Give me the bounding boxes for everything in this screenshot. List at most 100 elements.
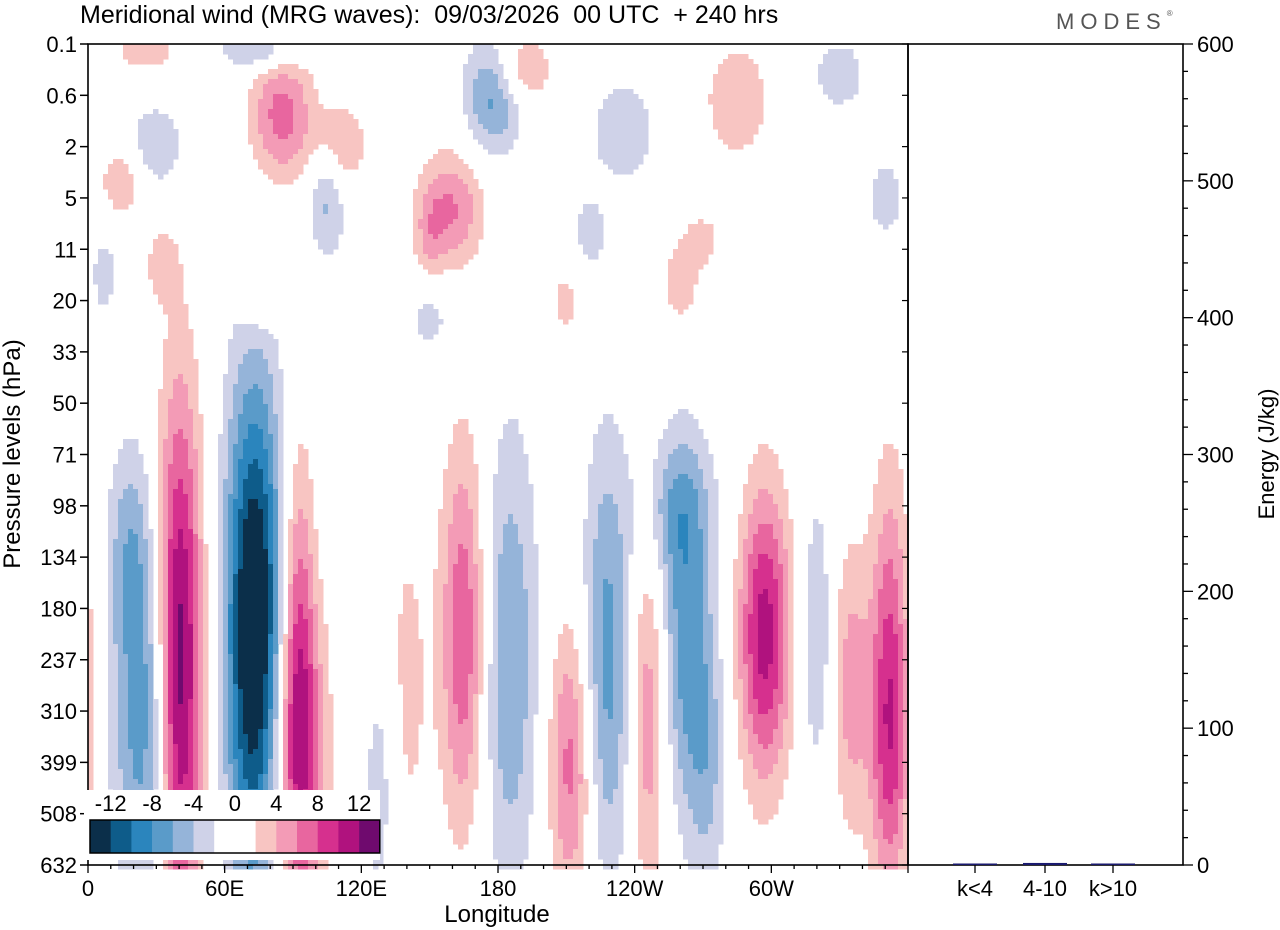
heatmap-cell xyxy=(313,579,319,585)
heatmap-cell xyxy=(98,254,104,260)
heatmap-cell xyxy=(438,259,444,265)
heatmap-cell xyxy=(713,564,719,570)
heatmap-cell xyxy=(708,549,714,555)
heatmap-cell xyxy=(233,339,239,345)
heatmap-cell xyxy=(323,244,329,250)
heatmap-cell xyxy=(233,534,239,540)
heatmap-cell xyxy=(443,164,449,170)
heatmap-cell xyxy=(248,394,254,400)
heatmap-cell xyxy=(303,104,309,110)
heatmap-cell xyxy=(133,524,139,530)
heatmap-cell xyxy=(698,519,704,525)
heatmap-cell xyxy=(493,574,499,580)
heatmap-cell xyxy=(243,529,249,535)
heatmap-cell xyxy=(183,534,189,540)
heatmap-cell xyxy=(198,509,204,515)
heatmap-cell xyxy=(448,189,454,195)
heatmap-cell xyxy=(443,209,449,215)
heatmap-cell xyxy=(533,64,539,70)
heatmap-cell xyxy=(838,79,844,85)
heatmap-cell xyxy=(528,484,534,490)
heatmap-cell xyxy=(498,469,504,475)
heatmap-cell xyxy=(228,554,234,560)
heatmap-cell xyxy=(293,119,299,125)
heatmap-cell xyxy=(193,554,199,560)
heatmap-cell xyxy=(478,579,484,585)
heatmap-cell xyxy=(138,44,144,50)
heatmap-cell xyxy=(478,209,484,215)
heatmap-cell xyxy=(683,549,689,555)
heatmap-cell xyxy=(628,104,634,110)
heatmap-cell xyxy=(883,524,889,530)
heatmap-cell xyxy=(673,274,679,280)
heatmap-cell xyxy=(873,539,879,545)
heatmap-cell xyxy=(188,449,194,455)
heatmap-cell xyxy=(713,89,719,95)
heatmap-cell xyxy=(163,139,169,145)
heatmap-cell xyxy=(713,554,719,560)
heatmap-cell xyxy=(328,199,334,205)
heatmap-cell xyxy=(598,449,604,455)
heatmap-cell xyxy=(438,524,444,530)
heatmap-cell xyxy=(143,139,149,145)
heatmap-cell xyxy=(493,579,499,585)
heatmap-cell xyxy=(518,54,524,60)
heatmap-cell xyxy=(163,124,169,130)
heatmap-cell xyxy=(173,289,179,295)
heatmap-cell xyxy=(608,149,614,155)
heatmap-cell xyxy=(453,509,459,515)
heatmap-cell xyxy=(168,299,174,305)
heatmap-cell xyxy=(593,434,599,440)
heatmap-cell xyxy=(123,534,129,540)
heatmap-cell xyxy=(193,379,199,385)
heatmap-cell xyxy=(498,94,504,100)
heatmap-cell xyxy=(883,504,889,510)
heatmap-cell xyxy=(243,49,249,55)
heatmap-cell xyxy=(503,124,509,130)
heatmap-cell xyxy=(613,119,619,125)
heatmap-cell xyxy=(848,49,854,55)
heatmap-cell xyxy=(708,99,714,105)
heatmap-cell xyxy=(883,169,889,175)
heatmap-cell xyxy=(498,89,504,95)
heatmap-cell xyxy=(588,524,594,530)
heatmap-cell xyxy=(743,74,749,80)
heatmap-cell xyxy=(683,539,689,545)
heatmap-cell xyxy=(278,79,284,85)
heatmap-cell xyxy=(438,199,444,205)
heatmap-cell xyxy=(293,494,299,500)
heatmap-cell xyxy=(598,124,604,130)
heatmap-cell xyxy=(523,569,529,575)
heatmap-cell xyxy=(193,524,199,530)
heatmap-cell xyxy=(168,449,174,455)
heatmap-cell xyxy=(588,549,594,555)
heatmap-cell xyxy=(673,559,679,565)
heatmap-cell xyxy=(293,89,299,95)
heatmap-cell xyxy=(688,289,694,295)
heatmap-cell xyxy=(258,459,264,465)
heatmap-cell xyxy=(688,264,694,270)
heatmap-cell xyxy=(123,469,129,475)
heatmap-cell xyxy=(163,379,169,385)
heatmap-cell xyxy=(498,559,504,565)
heatmap-cell xyxy=(438,174,444,180)
heatmap-cell xyxy=(458,534,464,540)
heatmap-cell xyxy=(668,499,674,505)
heatmap-cell xyxy=(503,444,509,450)
heatmap-cell xyxy=(768,564,774,570)
heatmap-cell xyxy=(853,549,859,555)
heatmap-cell xyxy=(718,109,724,115)
heatmap-cell xyxy=(173,579,179,585)
heatmap-cell xyxy=(888,214,894,220)
heatmap-cell xyxy=(818,534,824,540)
heatmap-cell xyxy=(203,569,209,575)
heatmap-cell xyxy=(613,94,619,100)
heatmap-cell xyxy=(293,539,299,545)
heatmap-cell xyxy=(233,484,239,490)
heatmap-cell xyxy=(218,529,224,535)
heatmap-cell xyxy=(428,319,434,325)
heatmap-cell xyxy=(243,389,249,395)
heatmap-cell xyxy=(533,574,539,580)
heatmap-cell xyxy=(893,479,899,485)
heatmap-cell xyxy=(143,489,149,495)
